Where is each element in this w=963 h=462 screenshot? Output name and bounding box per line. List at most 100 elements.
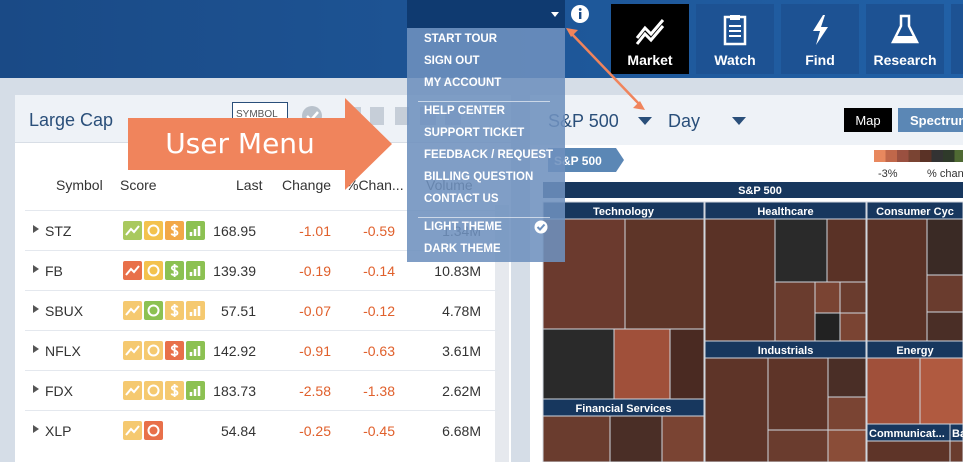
- score-icon: [186, 261, 205, 280]
- score-icon: [144, 221, 163, 240]
- menu-item[interactable]: CONTACT US: [424, 193, 499, 205]
- score-bg: [144, 341, 163, 360]
- heatmap-cell[interactable]: [661, 415, 705, 462]
- heatmap-cell[interactable]: [704, 357, 769, 462]
- info-icon[interactable]: [570, 4, 590, 24]
- expand-arrow: [33, 425, 39, 433]
- menu-item[interactable]: BILLING QUESTION: [424, 171, 534, 183]
- heatmap-cell[interactable]: [624, 218, 705, 330]
- heatmap-cell[interactable]: [926, 218, 963, 276]
- period-select[interactable]: Day: [668, 111, 701, 131]
- heatmap-cell[interactable]: [839, 312, 867, 342]
- sector-header: [704, 201, 867, 220]
- heatmap-cell[interactable]: [866, 440, 951, 462]
- heatmap-cell[interactable]: [827, 396, 867, 431]
- nav-button[interactable]: Research: [866, 4, 944, 74]
- nav-button[interactable]: Watch: [696, 4, 774, 74]
- sector-header: [704, 340, 867, 359]
- watchlist-row[interactable]: FDX 183.73 -2.58 -1.38 2.62M: [25, 370, 498, 410]
- heatmap-cell[interactable]: [827, 429, 867, 462]
- nav-button[interactable]: [951, 4, 963, 74]
- heatmap-cell[interactable]: [814, 281, 841, 314]
- heatmap-cell[interactable]: [542, 415, 611, 462]
- pct-change: -1.38: [363, 383, 395, 399]
- column-header[interactable]: %Chan...: [346, 177, 404, 193]
- watchlist-row[interactable]: FB 139.39 -0.19 -0.14 10.83M: [25, 250, 498, 290]
- heatmap-cell[interactable]: [669, 328, 705, 400]
- menu-item[interactable]: MY ACCOUNT: [424, 77, 502, 89]
- heatmap-cell[interactable]: [866, 218, 928, 342]
- heatmap-cell[interactable]: [866, 357, 921, 425]
- menu-item[interactable]: LIGHT THEME: [424, 221, 502, 233]
- legend-swatch: [943, 150, 955, 162]
- sector-label: Energy: [896, 345, 934, 357]
- heatmap-cell[interactable]: [926, 274, 963, 313]
- score-icons: [123, 421, 163, 440]
- heatmap-cell[interactable]: [774, 281, 816, 342]
- column-header[interactable]: Symbol: [56, 177, 103, 193]
- heatmap-cell[interactable]: [704, 218, 776, 342]
- change: -0.19: [299, 263, 331, 279]
- menu-item[interactable]: DARK THEME: [424, 243, 501, 255]
- symbol: XLP: [45, 423, 72, 439]
- index-select[interactable]: S&P 500: [548, 111, 619, 131]
- heatmap-cell[interactable]: [827, 357, 867, 398]
- nav-icon: [890, 14, 920, 44]
- heatmap-cell[interactable]: [609, 415, 663, 462]
- legend-swatch: [874, 150, 886, 162]
- user-menu-trigger[interactable]: [407, 0, 565, 28]
- menu-separator: [418, 101, 550, 102]
- nav-icon: [635, 19, 665, 45]
- watchlist-row[interactable]: SBUX 57.51 -0.07 -0.12 4.78M: [25, 290, 498, 330]
- volume: 4.78M: [442, 303, 481, 319]
- nav-button[interactable]: Market: [611, 4, 689, 74]
- score-bg: [144, 381, 163, 400]
- heatmap-cell[interactable]: [774, 218, 828, 283]
- score-icons: [123, 261, 205, 280]
- score-icon: [144, 421, 163, 440]
- spectrum-button[interactable]: Spectrum: [898, 108, 963, 132]
- change: -2.58: [299, 383, 331, 399]
- map-button[interactable]: Map: [844, 108, 892, 132]
- column-header[interactable]: Change: [282, 177, 332, 193]
- score-icon: [165, 341, 184, 360]
- menu-item[interactable]: SUPPORT TICKET: [424, 127, 525, 139]
- menu-item[interactable]: FEEDBACK / REQUEST: [424, 149, 554, 161]
- score-icon: [165, 301, 184, 320]
- column-header[interactable]: Last: [236, 177, 263, 193]
- heatmap-cell[interactable]: [919, 357, 963, 425]
- legend-swatch: [920, 150, 932, 162]
- legend-swatch: [954, 150, 963, 162]
- expand-arrow: [33, 225, 39, 233]
- heatmap-cell[interactable]: [826, 218, 867, 283]
- heatmap-cell[interactable]: [613, 328, 671, 400]
- heatmap-cell[interactable]: [949, 440, 963, 462]
- heatmap-cell[interactable]: [814, 312, 841, 342]
- menu-item[interactable]: SIGN OUT: [424, 55, 480, 67]
- watchlist-row[interactable]: XLP 54.84 -0.25 -0.45 6.68M: [25, 410, 498, 450]
- menu-item[interactable]: HELP CENTER: [424, 105, 505, 117]
- symbol-input[interactable]: SYMBOL: [232, 102, 288, 130]
- nav-button[interactable]: Find: [781, 4, 859, 74]
- watchlist-row[interactable]: NFLX 142.92 -0.91 -0.63 3.61M: [25, 330, 498, 370]
- score-icons: [123, 381, 205, 400]
- score-bg: [144, 221, 163, 240]
- nav-label: Find: [805, 52, 835, 68]
- legend-swatch: [931, 150, 943, 162]
- pct-change: -0.12: [363, 303, 395, 319]
- scrollbar[interactable]: [495, 205, 509, 462]
- score-icon: [144, 381, 163, 400]
- sector-header: [866, 340, 963, 359]
- column-header[interactable]: Score: [120, 177, 157, 193]
- heatmap: S&P 500 -3% % chang S&P 500 Technology Health…: [542, 148, 963, 462]
- score-icon: [186, 301, 205, 320]
- heatmap-cell[interactable]: [767, 357, 829, 431]
- heatmap-cell[interactable]: [542, 328, 615, 400]
- heatmap-cell[interactable]: [926, 311, 963, 342]
- heatmap-cell[interactable]: [767, 429, 829, 462]
- menu-item[interactable]: START TOUR: [424, 33, 498, 45]
- score-icon: [123, 261, 142, 280]
- heatmap-cell[interactable]: [839, 281, 867, 314]
- sector-label: Healthcare: [757, 206, 813, 218]
- legend-label: -3%: [878, 168, 898, 180]
